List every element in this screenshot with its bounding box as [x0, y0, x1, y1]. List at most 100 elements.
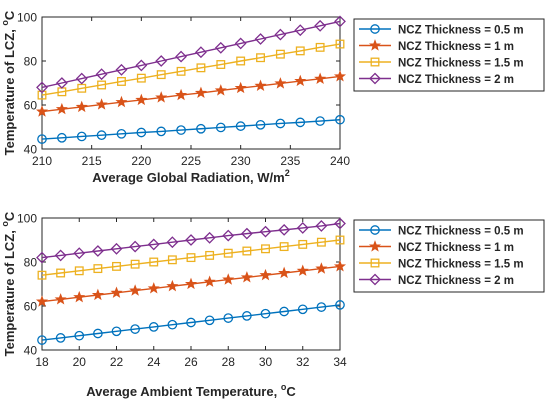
- data-point: [256, 53, 265, 63]
- series-line: [41, 43, 341, 96]
- data-point: [259, 225, 272, 238]
- y-tick-label: 40: [24, 344, 38, 358]
- data-point: [315, 262, 328, 274]
- data-point: [37, 335, 47, 345]
- data-point: [315, 42, 325, 52]
- data-point: [334, 217, 346, 230]
- data-point: [315, 220, 328, 232]
- data-point: [176, 66, 186, 76]
- plot-area: [41, 16, 341, 150]
- series-1: [37, 300, 345, 345]
- data-point: [75, 100, 88, 113]
- x-tick-label: 215: [82, 154, 102, 168]
- data-point: [223, 313, 234, 323]
- x-tick-label: 22: [110, 355, 124, 369]
- data-point: [222, 273, 235, 285]
- series-4: [36, 217, 346, 264]
- y-tick-label: 100: [17, 11, 37, 25]
- data-point: [35, 295, 49, 307]
- data-point: [298, 239, 308, 249]
- legend-label: NCZ Thickness = 1 m: [398, 41, 514, 53]
- data-point: [35, 105, 49, 117]
- data-point: [335, 114, 345, 125]
- data-point: [166, 236, 179, 249]
- data-point: [254, 79, 267, 91]
- data-point: [195, 46, 207, 59]
- x-tick-label: 240: [330, 154, 350, 168]
- legend-marker: [370, 258, 380, 268]
- data-point: [296, 221, 309, 234]
- data-point: [335, 39, 345, 49]
- data-point: [279, 306, 289, 317]
- x-tick-label: 235: [280, 154, 300, 168]
- legend: NCZ Thickness = 0.5 m NCZ Thickness = 1 m…: [353, 219, 545, 293]
- data-point: [235, 121, 246, 131]
- data-point: [156, 70, 166, 80]
- series-line: [41, 304, 341, 341]
- data-point: [294, 74, 307, 87]
- x-tick-label: 32: [296, 355, 310, 369]
- x-tick-label: 18: [35, 355, 49, 369]
- data-point: [96, 130, 107, 140]
- data-point: [135, 59, 148, 72]
- data-point: [175, 50, 187, 63]
- data-point: [259, 268, 272, 281]
- data-point: [274, 77, 287, 89]
- data-point: [333, 70, 347, 82]
- data-point: [117, 77, 126, 86]
- data-point: [55, 102, 68, 115]
- data-point: [130, 259, 140, 269]
- x-axis-label: Average Ambient Temperature, oC: [86, 382, 296, 399]
- y-axis-label: Temperature of LCZ, oC: [0, 10, 17, 155]
- data-point: [135, 93, 148, 106]
- data-point: [204, 315, 215, 326]
- x-tick-label: 24: [147, 355, 161, 369]
- x-tick-label: 20: [73, 355, 87, 369]
- legend-label: NCZ Thickness = 1.5 m: [398, 57, 524, 69]
- x-tick-label: 230: [231, 154, 251, 168]
- data-point: [37, 270, 47, 280]
- legend-label: NCZ Thickness = 2 m: [398, 74, 514, 86]
- data-point: [36, 251, 48, 264]
- chart-2: 40 60 80 100 18 20 22 24 26 28 30 32 34 Average Ambie…: [0, 211, 545, 399]
- data-point: [129, 240, 142, 253]
- data-point: [136, 73, 146, 83]
- data-point: [234, 37, 247, 50]
- y-tick-label: 80: [24, 256, 38, 270]
- data-point: [147, 238, 160, 251]
- data-point: [73, 290, 86, 303]
- data-point: [295, 117, 306, 128]
- data-point: [110, 286, 123, 298]
- legend-label: NCZ Thickness = 0.5 m: [398, 24, 524, 36]
- y-axis-label: Temperature of LCZ, oC: [0, 211, 17, 356]
- data-point: [234, 81, 247, 94]
- data-point: [155, 55, 168, 67]
- data-point: [242, 246, 252, 256]
- data-point: [214, 41, 227, 54]
- legend: NCZ Thickness = 0.5 m NCZ Thickness = 1 m…: [353, 18, 545, 92]
- x-tick-label: 30: [259, 355, 273, 369]
- x-tick-label: 34: [333, 355, 347, 369]
- data-point: [184, 277, 198, 290]
- data-point: [115, 95, 128, 108]
- data-point: [73, 247, 86, 260]
- y-tick-label: 100: [17, 212, 37, 226]
- legend-marker: [370, 57, 380, 67]
- data-point: [112, 261, 121, 271]
- data-point: [93, 328, 103, 339]
- data-point: [175, 88, 188, 101]
- data-point: [186, 317, 196, 328]
- legend-marker: [370, 225, 380, 235]
- data-point: [149, 257, 159, 267]
- data-point: [314, 72, 327, 84]
- data-point: [97, 80, 107, 90]
- data-point: [314, 19, 327, 32]
- data-point: [236, 56, 246, 66]
- data-point: [275, 118, 286, 129]
- data-point: [129, 284, 142, 296]
- data-point: [196, 63, 206, 73]
- data-point: [315, 116, 325, 126]
- data-point: [185, 234, 197, 246]
- legend-marker: [368, 240, 382, 252]
- x-tick-label: 28: [222, 355, 236, 369]
